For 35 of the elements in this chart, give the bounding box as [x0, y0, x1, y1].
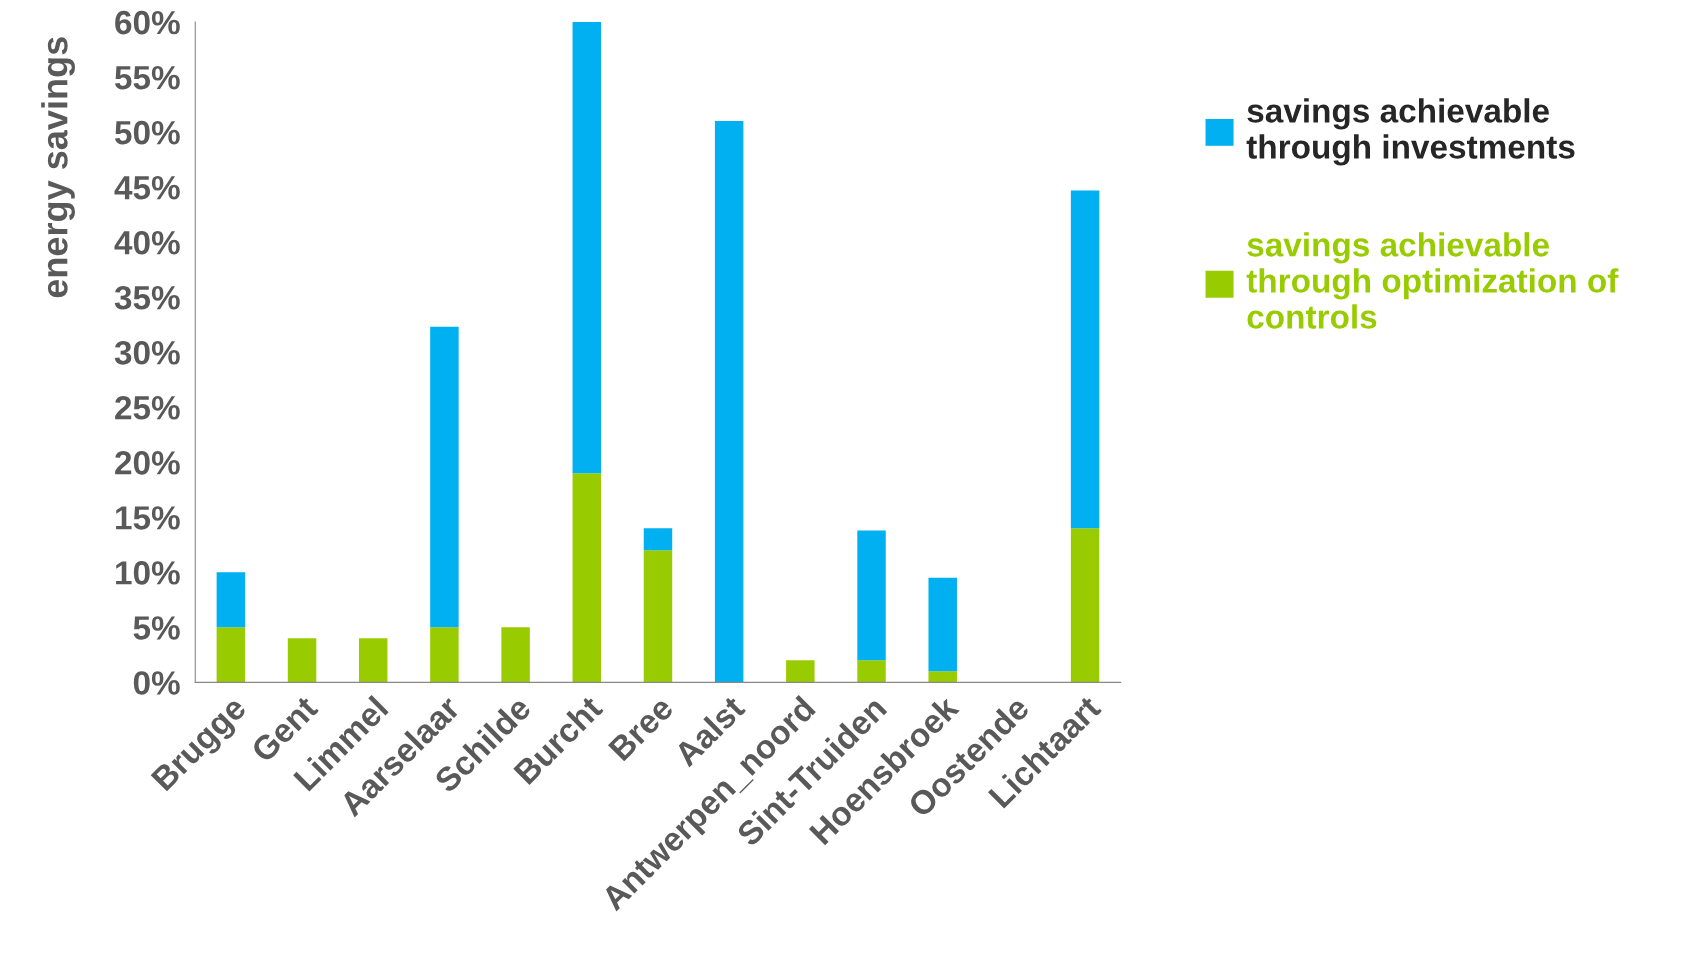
y-tick-label: 55%	[115, 65, 180, 90]
y-tick-label: 20%	[115, 451, 180, 475]
bar	[287, 638, 317, 683]
bar	[572, 473, 602, 683]
legend-label: savings achievable through investments	[1246, 98, 1575, 166]
bar	[430, 627, 459, 683]
y-tick-label: 60%	[115, 10, 180, 35]
bar	[928, 577, 957, 672]
y-tick-label: 0%	[133, 671, 180, 695]
bar	[928, 671, 957, 683]
bar	[216, 627, 246, 683]
bar	[714, 121, 744, 683]
bar	[1070, 190, 1100, 529]
y-tick-label: 25%	[115, 396, 180, 420]
y-tick-label: 5%	[133, 616, 180, 640]
y-tick-label: 35%	[114, 285, 180, 310]
bar	[216, 572, 246, 628]
bar	[572, 22, 602, 474]
bar	[857, 660, 886, 683]
bar	[501, 627, 530, 683]
bar	[643, 550, 673, 683]
y-tick-label: 10%	[116, 561, 180, 585]
y-tick-label: 40%	[114, 230, 180, 255]
y-axis-title: energy savings	[41, 37, 75, 298]
bar	[430, 326, 459, 628]
y-tick-label: 50%	[115, 120, 180, 145]
legend-label: savings achievable through optimization of controls	[1246, 232, 1619, 329]
y-tick-label: 45%	[114, 175, 180, 200]
bar	[359, 638, 388, 683]
y-tick-label: 30%	[114, 340, 180, 365]
y-tick-label: 15%	[116, 506, 180, 530]
bar	[1070, 528, 1100, 683]
bar	[857, 530, 886, 661]
bar	[643, 528, 673, 551]
bar	[786, 660, 815, 683]
